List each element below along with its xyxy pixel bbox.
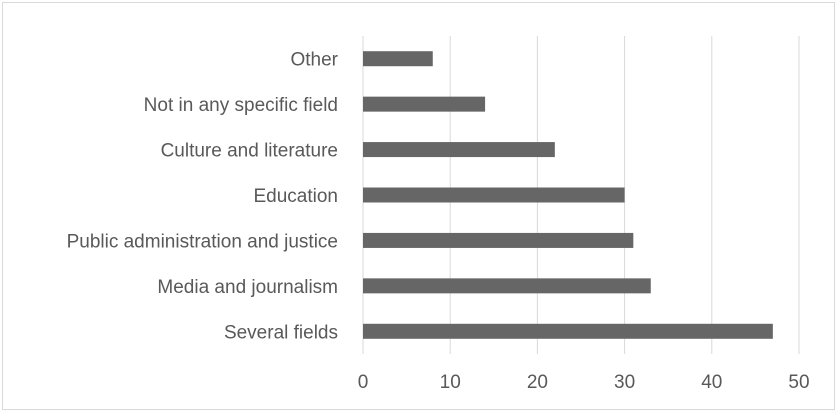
- x-tick-label: 30: [614, 372, 635, 393]
- category-label: Not in any specific field: [144, 95, 338, 116]
- bar: [363, 187, 625, 203]
- bar: [363, 323, 773, 339]
- bar: [363, 96, 486, 112]
- category-labels: Several fields Media and journalism Public…: [67, 50, 339, 344]
- chart-frame: [2, 2, 835, 410]
- category-label: Public administration and justice: [67, 231, 338, 252]
- x-tick-label: 20: [527, 372, 548, 393]
- bar: [363, 51, 433, 67]
- x-tick-label: 0: [358, 372, 369, 393]
- x-tick-label: 50: [788, 372, 809, 393]
- category-label: Other: [290, 50, 338, 71]
- category-label: Culture and literature: [161, 141, 338, 162]
- bar: [363, 142, 555, 158]
- category-label: Education: [253, 186, 338, 207]
- category-label: Several fields: [224, 322, 338, 343]
- bar: [363, 232, 634, 248]
- bars: [363, 51, 773, 339]
- x-tick-label: 10: [440, 372, 461, 393]
- gridlines: [362, 36, 800, 354]
- x-tick-labels: 0 10 20 30 40 50: [358, 372, 810, 393]
- category-label: Media and journalism: [157, 277, 338, 298]
- x-tick-label: 40: [701, 372, 722, 393]
- bar: [363, 278, 651, 294]
